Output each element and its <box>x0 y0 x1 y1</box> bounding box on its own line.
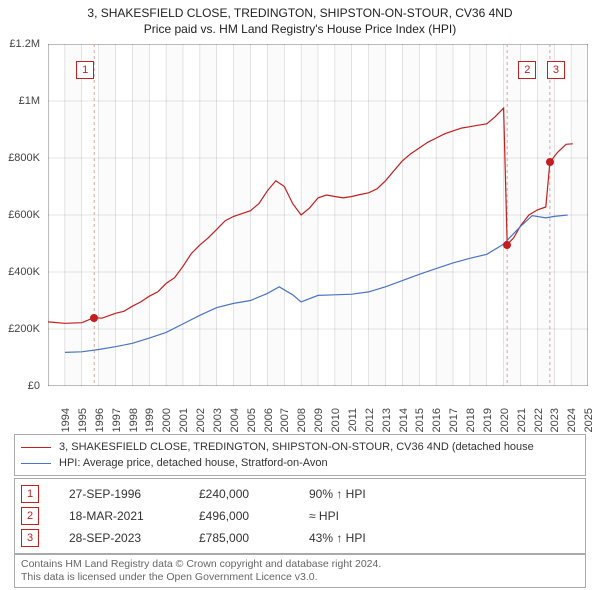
x-tick-label: 2002 <box>195 408 207 432</box>
tx-badge: 2 <box>21 507 39 525</box>
tx-date: 27-SEP-1996 <box>69 487 169 501</box>
tx-badge: 1 <box>21 485 39 503</box>
credit-line: This data is licensed under the Open Gov… <box>21 571 579 584</box>
x-tick-label: 2007 <box>280 408 292 432</box>
marker-dot <box>90 314 98 322</box>
tx-pct: 90% ↑ HPI <box>309 487 366 501</box>
x-tick-label: 2018 <box>465 408 477 432</box>
marker-badge: 1 <box>76 61 94 79</box>
tx-badge: 3 <box>21 529 39 547</box>
x-tick-label: 2000 <box>161 408 173 432</box>
legend-label: HPI: Average price, detached house, Stra… <box>59 457 328 469</box>
x-tick-label: 2009 <box>313 408 325 432</box>
x-axis-labels: 1994 1995 1996 1997 1998 1999 2000 2001 2002 2003… <box>48 388 588 432</box>
x-tick-label: 2020 <box>499 408 511 432</box>
x-tick-label: 2011 <box>347 408 359 432</box>
legend-row: HPI: Average price, detached house, Stra… <box>21 455 579 471</box>
title-main: 3, SHAKESFIELD CLOSE, TREDINGTON, SHIPST… <box>10 6 590 20</box>
x-tick-label: 2004 <box>229 408 241 432</box>
tx-price: £496,000 <box>199 509 279 523</box>
x-tick-label: 1994 <box>60 408 72 432</box>
tx-price: £785,000 <box>199 531 279 545</box>
x-tick-label: 1997 <box>111 408 123 432</box>
x-tick-label: 2005 <box>246 408 258 432</box>
legend-row: 3, SHAKESFIELD CLOSE, TREDINGTON, SHIPST… <box>21 439 579 455</box>
marker-dot <box>546 158 554 166</box>
x-tick-label: 2010 <box>330 408 342 432</box>
title-block: 3, SHAKESFIELD CLOSE, TREDINGTON, SHIPST… <box>0 0 600 38</box>
x-tick-label: 2021 <box>516 408 528 432</box>
x-tick-label: 2022 <box>533 408 545 432</box>
credit-line: Contains HM Land Registry data © Crown c… <box>21 558 579 571</box>
legend: 3, SHAKESFIELD CLOSE, TREDINGTON, SHIPST… <box>14 434 586 476</box>
x-tick-label: 2023 <box>550 408 562 432</box>
x-tick-label: 1999 <box>145 408 157 432</box>
marker-badge: 3 <box>547 61 565 79</box>
x-tick-label: 2016 <box>431 408 443 432</box>
y-tick-label: £600K <box>8 209 40 221</box>
y-tick-label: £1.2M <box>9 38 40 50</box>
x-tick-label: 1998 <box>128 408 140 432</box>
x-tick-label: 2003 <box>212 408 224 432</box>
title-sub: Price paid vs. HM Land Registry's House … <box>10 22 590 36</box>
x-tick-label: 2017 <box>448 408 460 432</box>
y-tick-label: £0 <box>28 380 40 392</box>
y-axis-labels: £0£200K£400K£600K£800K£1M£1.2M <box>0 44 44 386</box>
transactions-table: 1 27-SEP-1996 £240,000 90% ↑ HPI 2 18-MA… <box>14 478 586 554</box>
legend-swatch <box>21 447 51 448</box>
x-tick-label: 2025 <box>583 408 595 432</box>
marker-dot <box>503 241 511 249</box>
x-tick-label: 2001 <box>178 408 190 432</box>
table-row: 3 28-SEP-2023 £785,000 43% ↑ HPI <box>21 527 579 549</box>
tx-price: £240,000 <box>199 487 279 501</box>
table-row: 2 18-MAR-2021 £496,000 ≈ HPI <box>21 505 579 527</box>
legend-swatch <box>21 463 51 464</box>
x-tick-label: 2006 <box>263 408 275 432</box>
tx-date: 18-MAR-2021 <box>69 509 169 523</box>
y-tick-label: £800K <box>8 152 40 164</box>
x-tick-label: 2014 <box>398 408 410 432</box>
chart-svg <box>48 44 588 386</box>
tx-pct: ≈ HPI <box>309 509 339 523</box>
x-tick-label: 2012 <box>364 408 376 432</box>
x-tick-label: 2015 <box>415 408 427 432</box>
x-tick-label: 1995 <box>77 408 89 432</box>
x-tick-label: 2019 <box>482 408 494 432</box>
y-tick-label: £1M <box>19 95 40 107</box>
x-tick-label: 2024 <box>566 408 578 432</box>
x-tick-label: 1996 <box>94 408 106 432</box>
tx-pct: 43% ↑ HPI <box>309 531 366 545</box>
y-tick-label: £200K <box>8 323 40 335</box>
y-tick-label: £400K <box>8 266 40 278</box>
x-tick-label: 2013 <box>381 408 393 432</box>
legend-label: 3, SHAKESFIELD CLOSE, TREDINGTON, SHIPST… <box>59 441 534 453</box>
chart-plot-area: 1 23 <box>48 44 588 386</box>
tx-date: 28-SEP-2023 <box>69 531 169 545</box>
table-row: 1 27-SEP-1996 £240,000 90% ↑ HPI <box>21 483 579 505</box>
chart-container: 3, SHAKESFIELD CLOSE, TREDINGTON, SHIPST… <box>0 0 600 590</box>
marker-badge: 2 <box>518 61 536 79</box>
x-tick-label: 2008 <box>296 408 308 432</box>
credit: Contains HM Land Registry data © Crown c… <box>14 554 586 588</box>
